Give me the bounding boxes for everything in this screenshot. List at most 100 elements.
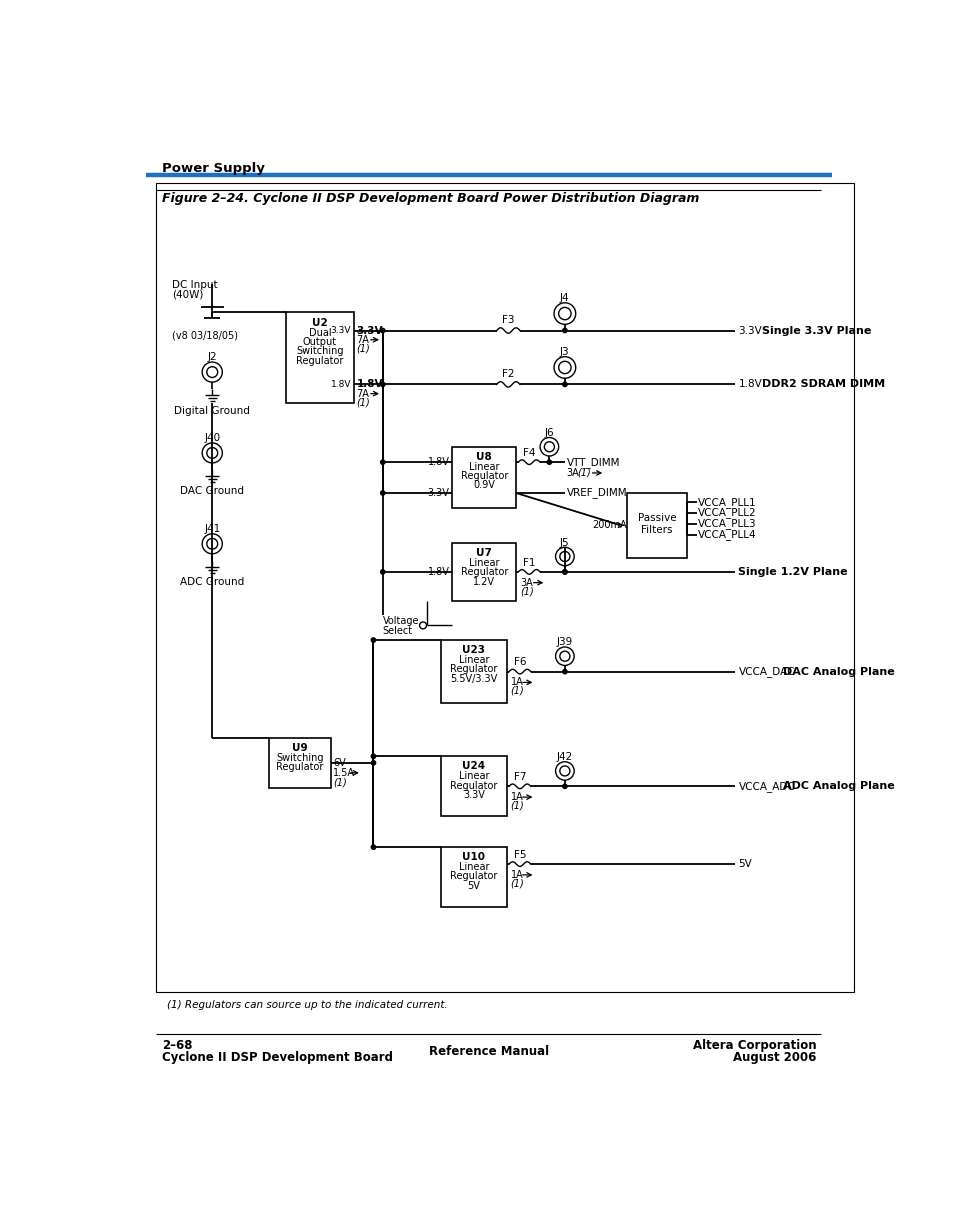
- Text: Switching: Switching: [296, 346, 343, 356]
- Text: J42: J42: [557, 752, 573, 762]
- Text: 3A: 3A: [519, 578, 532, 588]
- Text: J40: J40: [204, 433, 220, 443]
- Text: (v8 03/18/05): (v8 03/18/05): [172, 331, 237, 341]
- Text: Regulator: Regulator: [460, 567, 507, 577]
- Text: 1A: 1A: [510, 793, 523, 802]
- Text: 1.5A: 1.5A: [333, 768, 355, 778]
- Text: 3.3V: 3.3V: [462, 790, 484, 800]
- Circle shape: [380, 460, 384, 464]
- Text: F1: F1: [522, 557, 535, 568]
- Circle shape: [380, 491, 384, 496]
- Text: (1): (1): [356, 398, 370, 407]
- Text: (1): (1): [510, 686, 524, 696]
- Circle shape: [371, 845, 375, 849]
- Text: 5V: 5V: [738, 859, 751, 869]
- Text: (1): (1): [333, 777, 347, 787]
- Text: Select: Select: [382, 626, 413, 636]
- Text: 1.8V: 1.8V: [738, 379, 761, 389]
- Circle shape: [371, 755, 375, 758]
- Circle shape: [380, 569, 384, 574]
- Text: Voltage: Voltage: [382, 616, 418, 626]
- Text: Single 1.2V Plane: Single 1.2V Plane: [738, 567, 847, 577]
- Text: ADC Analog Plane: ADC Analog Plane: [782, 782, 894, 791]
- Text: 1.8V: 1.8V: [427, 458, 449, 467]
- Circle shape: [562, 383, 566, 387]
- Text: U9: U9: [292, 742, 307, 753]
- Bar: [156, 183, 853, 991]
- Text: 1.8V: 1.8V: [330, 380, 351, 389]
- Text: (1): (1): [519, 587, 533, 596]
- Text: U7: U7: [476, 548, 492, 558]
- Text: U8: U8: [476, 452, 492, 461]
- Bar: [440, 847, 506, 907]
- Bar: [452, 447, 516, 508]
- Text: U23: U23: [462, 645, 485, 655]
- Text: VCCA_ADC: VCCA_ADC: [738, 780, 795, 791]
- Text: Reference Manual: Reference Manual: [429, 1045, 548, 1059]
- Bar: [269, 737, 331, 788]
- Text: Linear: Linear: [458, 772, 489, 782]
- Text: 3.3V: 3.3V: [738, 325, 761, 335]
- Bar: [440, 640, 506, 703]
- Circle shape: [380, 329, 384, 333]
- Circle shape: [562, 569, 566, 574]
- Circle shape: [562, 329, 566, 333]
- Text: 6V: 6V: [333, 758, 346, 768]
- Text: 200mA: 200mA: [592, 520, 626, 530]
- Circle shape: [562, 670, 566, 674]
- Text: J3: J3: [559, 347, 569, 357]
- Text: Linear: Linear: [458, 655, 489, 665]
- Text: (1): (1): [577, 467, 591, 479]
- Text: U10: U10: [462, 853, 485, 863]
- Text: F3: F3: [501, 315, 514, 325]
- Text: VCCA_PLL1: VCCA_PLL1: [698, 497, 756, 508]
- Circle shape: [562, 784, 566, 789]
- Text: Power Supply: Power Supply: [162, 162, 265, 174]
- Text: (1) Regulators can source up to the indicated current.: (1) Regulators can source up to the indi…: [167, 1000, 448, 1010]
- Circle shape: [562, 569, 566, 574]
- Bar: [440, 756, 506, 816]
- Text: (1): (1): [510, 879, 524, 888]
- Circle shape: [371, 638, 375, 642]
- Text: Single 3.3V Plane: Single 3.3V Plane: [761, 325, 871, 335]
- Text: Regulator: Regulator: [275, 762, 323, 772]
- Text: Regulator: Regulator: [450, 871, 497, 881]
- Text: F4: F4: [522, 448, 535, 458]
- Text: VREF_DIMM: VREF_DIMM: [566, 487, 626, 498]
- Text: 1.8V: 1.8V: [356, 379, 382, 389]
- Text: Altera Corporation: Altera Corporation: [693, 1039, 816, 1053]
- Text: Regulator: Regulator: [296, 356, 343, 366]
- Text: J39: J39: [557, 637, 573, 648]
- Text: 3.3V: 3.3V: [330, 326, 351, 335]
- Text: 0.9V: 0.9V: [473, 480, 495, 491]
- Text: DC Input: DC Input: [172, 280, 217, 290]
- Circle shape: [371, 761, 375, 764]
- Text: Linear: Linear: [469, 558, 499, 568]
- Bar: [452, 544, 516, 601]
- Text: August 2006: August 2006: [733, 1050, 816, 1064]
- Text: F6: F6: [513, 658, 526, 667]
- Text: Regulator: Regulator: [460, 471, 507, 481]
- Text: VTT_DIMM: VTT_DIMM: [566, 456, 619, 467]
- Text: 3A: 3A: [566, 467, 578, 479]
- Text: Linear: Linear: [469, 461, 499, 472]
- Text: F7: F7: [513, 772, 526, 782]
- Text: 1A: 1A: [510, 870, 523, 880]
- Text: Passive: Passive: [638, 513, 676, 523]
- Text: Regulator: Regulator: [450, 664, 497, 675]
- Text: Figure 2–24. Cyclone II DSP Development Board Power Distribution Diagram: Figure 2–24. Cyclone II DSP Development …: [162, 191, 699, 205]
- Bar: [286, 312, 354, 402]
- Circle shape: [380, 383, 384, 387]
- Text: (40W): (40W): [172, 290, 203, 299]
- Text: 1A: 1A: [510, 677, 523, 687]
- Text: 3.3V: 3.3V: [427, 488, 449, 498]
- Text: Dual: Dual: [309, 328, 331, 337]
- Text: Linear: Linear: [458, 863, 489, 872]
- Text: DAC Ground: DAC Ground: [180, 486, 244, 497]
- Text: 1.2V: 1.2V: [473, 577, 495, 587]
- Text: F5: F5: [513, 850, 526, 860]
- Text: U2: U2: [312, 318, 328, 328]
- Text: F2: F2: [501, 369, 514, 379]
- Text: Regulator: Regulator: [450, 780, 497, 790]
- Text: VCCA_PLL4: VCCA_PLL4: [698, 529, 756, 540]
